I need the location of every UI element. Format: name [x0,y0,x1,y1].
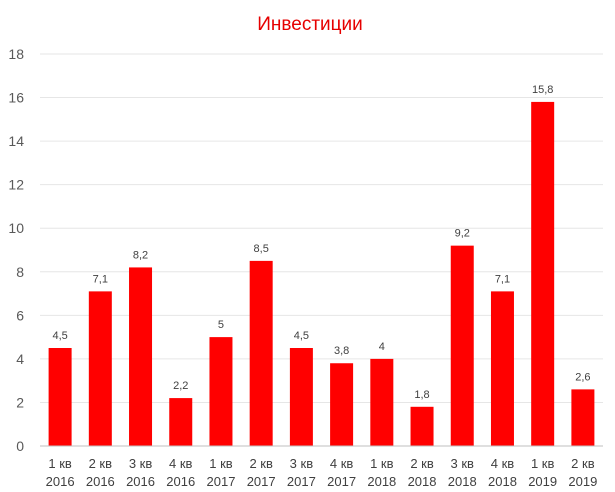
y-tick-label: 4 [16,351,24,367]
data-label: 2,6 [575,371,590,383]
data-label: 7,1 [93,273,108,285]
bar [289,348,313,446]
bar [209,337,233,446]
x-tick-label: 3 кв [451,456,475,471]
x-tick-label: 4 кв [169,456,193,471]
bar [48,348,72,446]
x-tick-label: 2018 [488,474,517,489]
x-tick-label: 2017 [287,474,316,489]
x-tick-label: 4 кв [330,456,354,471]
x-tick-label: 1 кв [48,456,72,471]
data-label: 5 [218,319,224,331]
x-tick-label: 2018 [448,474,477,489]
y-tick-label: 8 [16,264,24,280]
data-label: 8,2 [133,249,148,261]
bar [88,291,112,446]
y-tick-label: 6 [16,307,24,323]
bar [490,291,514,446]
y-tick-label: 14 [8,133,24,149]
x-tick-label: 2018 [367,474,396,489]
bars [48,101,595,447]
y-tick-label: 18 [8,46,24,62]
x-tick-label: 2 кв [89,456,113,471]
y-tick-label: 16 [8,90,24,106]
bar [450,245,474,446]
data-label: 1,8 [414,389,429,401]
chart-title: Инвестиции [257,14,363,35]
bar [330,363,354,446]
x-tick-label: 2019 [568,474,597,489]
data-label: 9,2 [455,228,470,240]
x-tick-label: 3 кв [129,456,153,471]
data-label: 7,1 [495,273,510,285]
y-tick-label: 2 [16,394,24,410]
bar [129,267,153,446]
data-label: 8,5 [254,243,269,255]
data-label: 4 [379,341,385,353]
x-axis-ticks: 1 кв 2016 2 кв 2016 3 кв 2016 4 кв 2016 1 кв 2017… [46,456,598,489]
data-label: 4,5 [52,330,67,342]
data-labels: 4,5 7,1 8,2 2,2 5 8,5 4,5 3,8 4 1,8 9,2 7,1 15,8 2,6 [52,84,590,401]
bar [531,101,555,447]
bar [571,389,595,446]
x-tick-label: 1 кв [370,456,394,471]
x-tick-label: 2017 [207,474,236,489]
bar [169,398,193,446]
y-tick-label: 10 [8,220,24,236]
y-tick-label: 0 [16,438,24,454]
data-label: 3,8 [334,345,349,357]
data-label: 15,8 [532,84,553,96]
data-label: 4,5 [294,330,309,342]
x-tick-label: 1 кв [531,456,555,471]
x-tick-label: 4 кв [491,456,515,471]
x-tick-label: 1 кв [209,456,233,471]
x-tick-label: 2016 [86,474,115,489]
x-tick-label: 2019 [528,474,557,489]
data-label: 2,2 [173,380,188,392]
x-tick-label: 2016 [166,474,195,489]
y-axis-ticks: 0 2 4 6 8 10 12 14 16 18 [8,46,24,454]
x-tick-label: 2017 [327,474,356,489]
bar [370,358,394,446]
x-tick-label: 2018 [408,474,437,489]
x-tick-label: 2016 [126,474,155,489]
bar [410,406,434,446]
y-tick-label: 12 [8,177,24,193]
x-tick-label: 2016 [46,474,75,489]
bar [249,260,273,446]
x-tick-label: 3 кв [290,456,314,471]
x-tick-label: 2 кв [410,456,434,471]
x-tick-label: 2 кв [571,456,595,471]
x-tick-label: 2017 [247,474,276,489]
x-tick-label: 2 кв [249,456,273,471]
